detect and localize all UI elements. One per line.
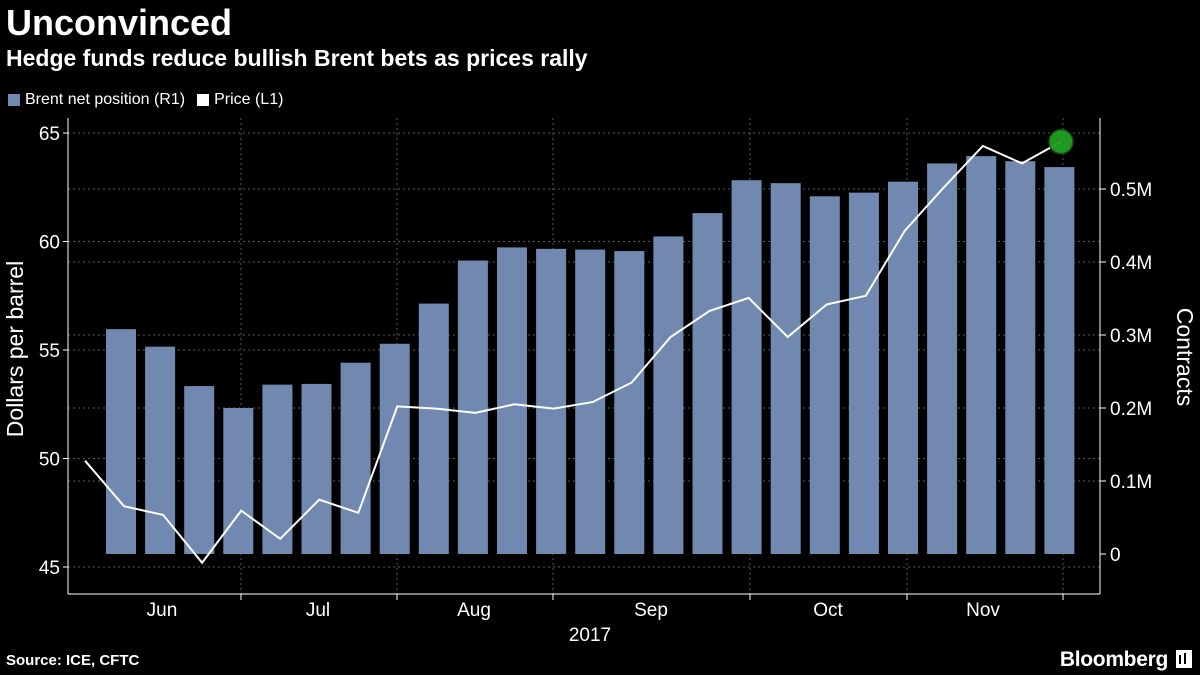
price-last-point-marker (1048, 128, 1074, 155)
right-axis-tick-label: 0.2M (1110, 399, 1152, 420)
left-axis-tick-label: 45 (39, 558, 60, 579)
right-axis-tick-label: 0.4M (1110, 253, 1152, 274)
bar-net-position (301, 383, 332, 554)
source-note: Source: ICE, CFTC (6, 652, 140, 669)
right-axis-title: Contracts (1172, 308, 1198, 406)
bar-net-position (1005, 161, 1036, 554)
legend-item-net-position: Brent net position (R1) (8, 91, 185, 109)
bar-net-position (692, 213, 723, 554)
bar-net-position (888, 181, 918, 554)
bar-net-position (848, 192, 879, 554)
chart-subtitle: Hedge funds reduce bullish Brent bets as… (6, 45, 588, 71)
bar-net-position (536, 248, 567, 555)
right-axis-tick-label: 0.1M (1110, 472, 1152, 493)
bar-net-position (653, 236, 684, 554)
legend-swatch-net-position (8, 94, 20, 106)
bar-net-position (770, 183, 801, 554)
legend-item-price: Price (L1) (197, 91, 283, 109)
left-axis-tick-label: 55 (39, 341, 60, 362)
bloomberg-terminal-icon (1176, 650, 1192, 668)
price-line (84, 140, 1062, 565)
bar-net-position (223, 408, 254, 554)
left-axis-tick-label: 65 (39, 124, 60, 145)
bar-net-position (106, 329, 136, 554)
left-axis-tick-label: 60 (39, 233, 60, 254)
bar-net-position (145, 346, 176, 554)
x-axis-tick-label: Jun (147, 600, 178, 621)
bar-net-position (418, 303, 449, 554)
x-axis-tick-label: Nov (966, 600, 1000, 621)
bloomberg-logo: Bloomberg (1059, 648, 1168, 671)
bar-net-position (262, 384, 293, 554)
legend-label-net-position: Brent net position (R1) (25, 91, 186, 108)
bar-net-position (966, 156, 997, 554)
x-axis-tick-label: Sep (634, 600, 668, 621)
bar-net-position (340, 362, 371, 554)
bar-net-position (457, 260, 488, 554)
legend-swatch-price (197, 94, 210, 106)
bar-net-position (809, 196, 840, 555)
left-axis-title: Dollars per barrel (2, 261, 28, 437)
x-axis-tick-label: Aug (457, 600, 491, 621)
x-axis-tick-label: Oct (813, 600, 843, 621)
chart-title: Unconvinced (6, 2, 233, 43)
left-axis-tick-label: 50 (39, 450, 60, 471)
legend-label-price: Price (L1) (214, 91, 284, 108)
chart-legend: Brent net position (R1) Price (L1) (8, 91, 295, 109)
bar-net-position (497, 247, 527, 554)
bar-net-position (927, 163, 958, 554)
bar-net-position (614, 251, 645, 555)
right-axis-tick-label: 0.5M (1110, 180, 1152, 201)
x-axis-title: 2017 (569, 625, 611, 646)
x-axis-tick-label: Jul (306, 600, 330, 621)
right-axis-tick-label: 0.3M (1110, 326, 1152, 347)
bar-net-position (184, 386, 215, 554)
bar-net-position (379, 343, 410, 554)
bar-net-position (731, 180, 762, 555)
bar-net-position (1044, 167, 1075, 554)
right-axis-tick-label: 0 (1110, 545, 1121, 566)
